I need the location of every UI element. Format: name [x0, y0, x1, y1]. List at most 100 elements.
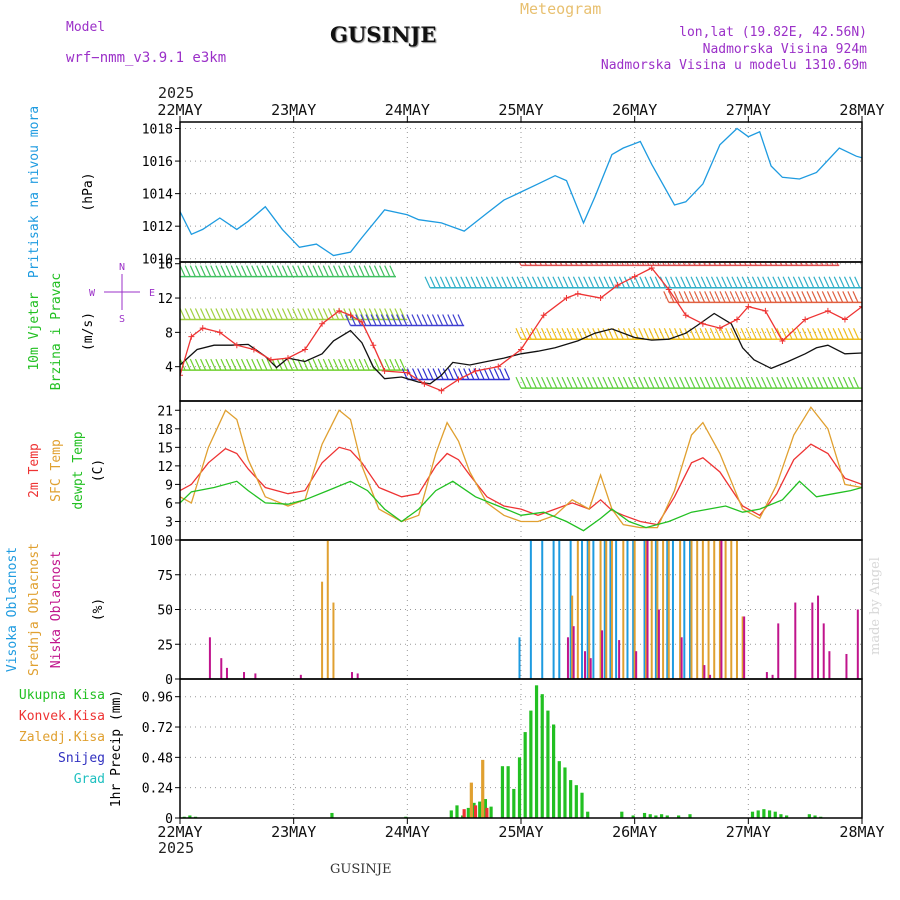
wind-barb	[762, 276, 769, 288]
wind-barb	[276, 265, 283, 277]
wind-barb-row	[401, 368, 511, 381]
wind-barb	[588, 276, 595, 288]
gust-marker	[802, 316, 809, 323]
wind-barb	[663, 291, 670, 303]
wind-barb	[396, 314, 403, 326]
wind-barb	[714, 327, 722, 340]
gust-marker	[381, 367, 388, 374]
bar-srednja-oblacnost	[645, 540, 648, 679]
wind-barb	[205, 358, 212, 371]
bar-visoka-oblacnost	[666, 540, 669, 679]
wind-barb	[581, 376, 589, 389]
wind-barb	[779, 262, 783, 266]
wind-barb	[450, 276, 457, 288]
gust-marker	[336, 307, 343, 314]
wind-barb	[813, 276, 820, 288]
bar-niska-oblacnost	[680, 637, 683, 679]
wind-barb	[561, 376, 568, 389]
wind-barb	[427, 368, 434, 380]
wind-barb	[424, 276, 431, 288]
wind-barb	[677, 262, 681, 266]
wind-barb	[833, 276, 840, 288]
bar-niska-oblacnost	[743, 616, 746, 679]
panel-clouds: 0 25 50 75 100 Visoka Oblacnost Srednja Oblacn…	[5, 534, 863, 688]
wind-barb	[358, 265, 365, 277]
wind-barb	[751, 276, 758, 288]
wind-barb	[520, 376, 527, 389]
wind-barb	[803, 276, 810, 288]
gust-marker	[472, 367, 479, 374]
wind-barb	[327, 265, 334, 277]
wind-barb	[853, 376, 860, 389]
wind-barb	[370, 314, 377, 326]
wind-barb	[705, 276, 712, 288]
wind-barb	[442, 368, 449, 380]
wind-barb	[658, 327, 665, 340]
wind-barb	[292, 265, 299, 277]
bar-niska-oblacnost	[601, 630, 604, 679]
wind-barb	[368, 265, 375, 277]
wind-barb	[709, 327, 716, 340]
bar-visoka-oblacnost	[654, 540, 657, 679]
wind-barb	[808, 276, 815, 288]
gust-marker	[199, 325, 206, 332]
page-title: GUSINJE	[330, 22, 437, 47]
x-tick-label-top: 28MAY	[839, 101, 884, 119]
bar-srednja-oblacnost	[662, 540, 665, 679]
bar-visoka-oblacnost	[552, 540, 555, 679]
panel-wind: 4 8 12 16 10m Vjetar Brzina i Pravac (m/s) N S W E	[27, 258, 863, 402]
wind-barb	[734, 291, 741, 303]
wind-barb	[307, 308, 314, 320]
wind-barb	[695, 276, 702, 288]
bar-ukupna-kisa	[478, 801, 482, 818]
bar-konvek-kisa	[473, 805, 478, 818]
gust-marker	[188, 333, 195, 340]
wind-barb	[721, 276, 728, 288]
bar-ukupna-kisa	[455, 805, 459, 818]
x-tick-label-bottom: 23MAY	[271, 823, 316, 841]
wind-barb	[200, 358, 207, 371]
wind-barb	[807, 327, 814, 340]
series-line-dewpt-temp	[180, 480, 862, 532]
y-tick-label: 16	[157, 258, 173, 273]
x-tick-label-bottom: 22MAY	[157, 823, 202, 841]
gust-marker	[563, 295, 570, 302]
bar-visoka-oblacnost	[569, 540, 572, 679]
bar-visoka-oblacnost	[529, 540, 532, 679]
wind-barb	[569, 262, 573, 266]
wind-barb	[251, 265, 258, 277]
wind-barb	[801, 327, 808, 340]
wind-barb	[733, 262, 737, 266]
wind-barb	[685, 276, 692, 288]
wind-barb	[684, 376, 691, 389]
wind-barb-row	[344, 314, 465, 327]
wind-barb	[537, 276, 544, 288]
plot-wind	[180, 262, 862, 394]
wind-barb	[184, 308, 191, 320]
bar-ukupna-kisa	[466, 807, 470, 818]
compass-letter: W	[89, 288, 96, 299]
gust-marker	[699, 320, 706, 327]
wind-barb	[702, 262, 706, 266]
wind-barb	[200, 265, 207, 277]
series-line-wind-speed	[180, 312, 862, 385]
compass-letter: N	[119, 262, 125, 273]
gust-marker	[233, 342, 240, 349]
wind-barb	[525, 327, 532, 340]
wind-barb	[817, 376, 824, 389]
wind-barb	[835, 262, 839, 266]
wind-barb	[515, 327, 522, 340]
wind-barb	[639, 276, 646, 288]
wind-barb	[559, 262, 563, 266]
bar-ukupna-kisa	[767, 810, 772, 818]
wind-barb	[535, 327, 543, 340]
wind-barb	[688, 291, 695, 303]
wind-barb	[772, 276, 779, 288]
wind-barb	[756, 276, 764, 288]
axis-label: dewpt Temp	[71, 431, 86, 509]
wind-barb	[180, 308, 186, 320]
wind-barb	[399, 358, 406, 371]
wind-barb	[634, 276, 641, 288]
wind-barb	[765, 291, 772, 303]
wind-barb	[777, 276, 784, 288]
